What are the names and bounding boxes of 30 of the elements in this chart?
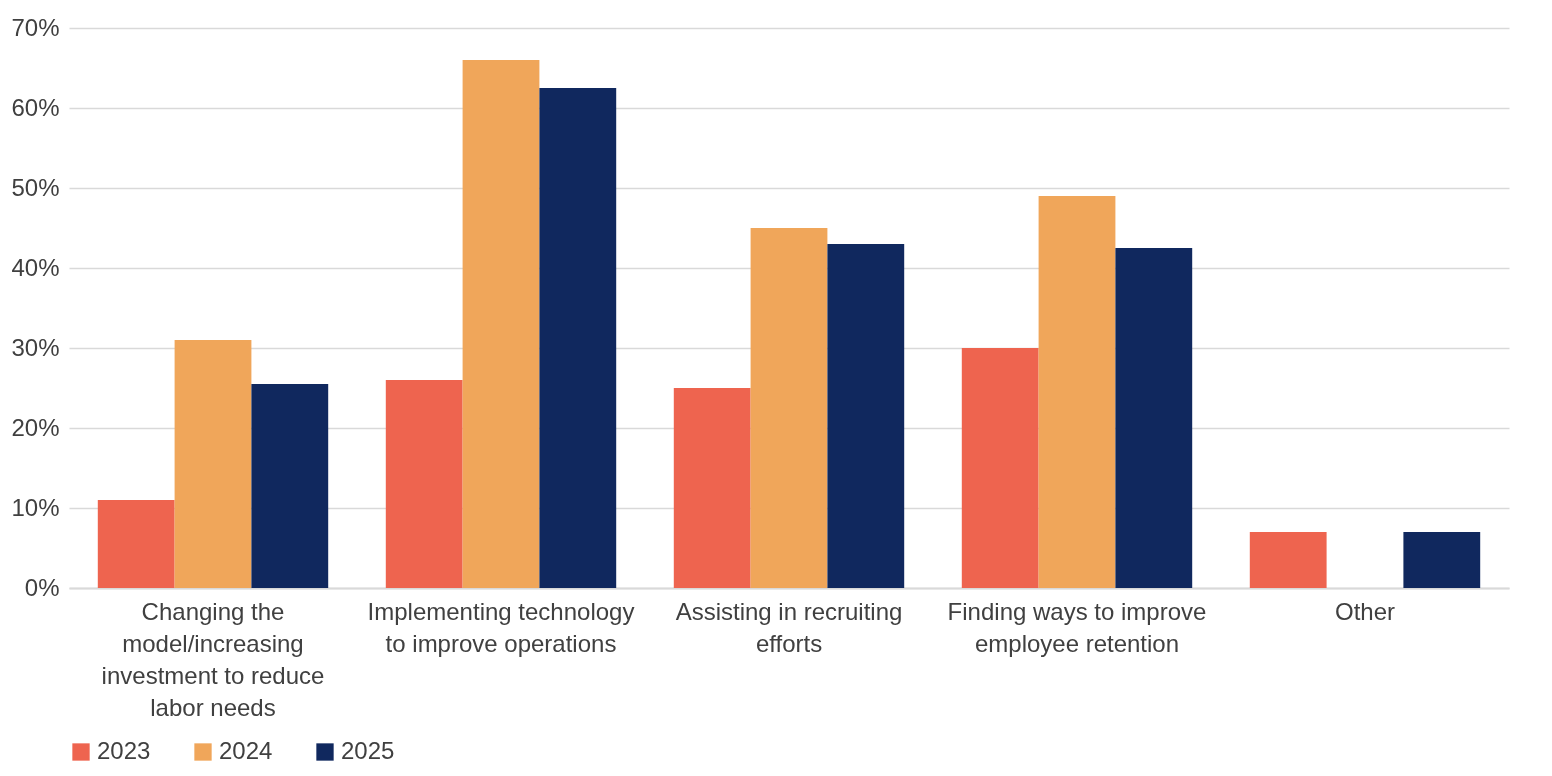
legend-label: 2025 [341,737,395,764]
bar [673,388,751,588]
bar [251,384,329,588]
bar [385,380,463,588]
y-tick-label: 50% [11,173,60,201]
y-tick-label: 10% [11,493,60,521]
y-tick-label: 40% [11,253,60,281]
y-tick-label: 30% [11,333,60,361]
bar [539,88,617,588]
x-tick-label: Other [1334,597,1396,625]
bar [1403,532,1481,588]
legend-label: 2023 [97,737,151,764]
bar [1249,532,1327,588]
bar [462,60,540,588]
bar [750,228,828,588]
legend-label: 2024 [219,737,273,764]
x-tick-label: Assisting in recruiting efforts [675,597,903,657]
x-tick-label: Changing the model/increasing investment to reduce labor needs [101,597,325,721]
bar [174,340,252,588]
y-tick-label: 60% [11,93,60,121]
bar [1038,196,1116,588]
y-tick-label: 0% [24,573,60,601]
bar [1115,248,1193,588]
y-tick-label: 20% [11,413,60,441]
x-tick-label: Implementing technology to improve operations [367,597,635,657]
y-tick-label: 70% [11,13,60,41]
bar [827,244,905,588]
x-tick-label: Finding ways to improve employee retention [947,597,1207,657]
bar [97,500,175,588]
bar [961,348,1039,588]
